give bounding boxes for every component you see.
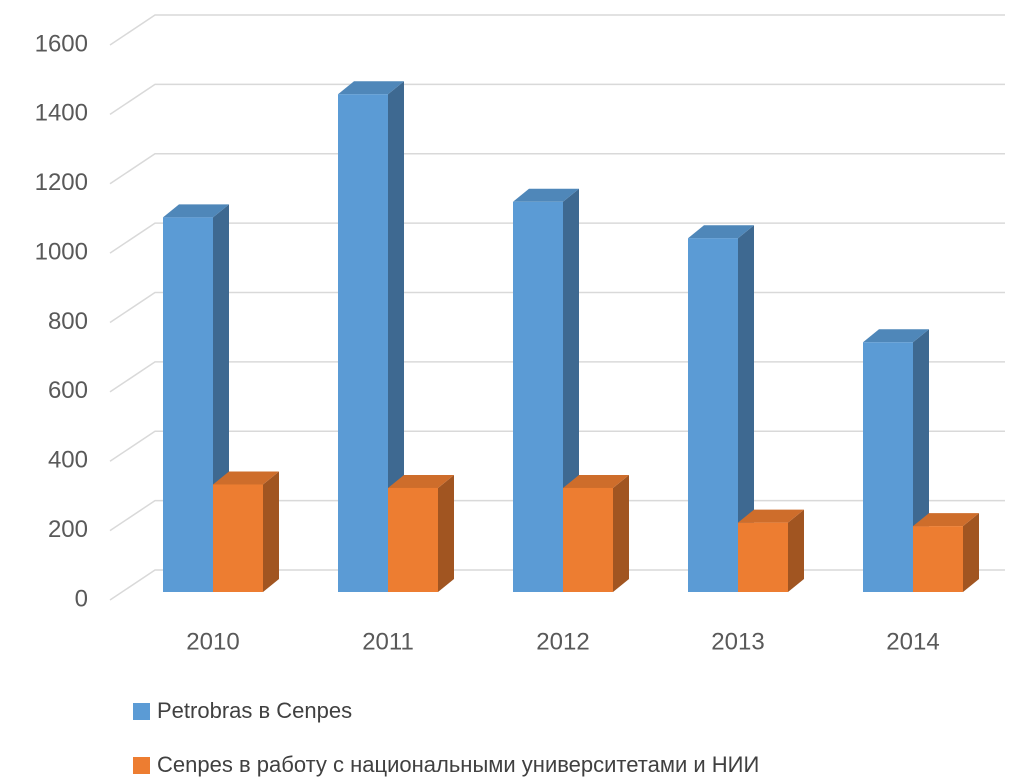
y-tick-label: 1600 [35, 30, 88, 57]
bar [688, 225, 754, 592]
y-tick-label: 1200 [35, 169, 88, 196]
bar-top [688, 225, 754, 239]
legend-swatch [133, 703, 150, 720]
bar-top [388, 474, 454, 488]
bar-front [563, 487, 613, 592]
grid-line [109, 83, 1005, 115]
bar-front [513, 201, 563, 592]
bar [213, 471, 279, 592]
grid-line [109, 153, 1005, 185]
bar-top [913, 513, 979, 527]
bar [563, 474, 629, 592]
legend-label: Petrobras в Cenpes [157, 698, 352, 723]
bar-front [863, 342, 913, 592]
y-tick-label: 1000 [35, 238, 88, 265]
bar [163, 204, 229, 592]
bar [388, 474, 454, 592]
bar-top [513, 188, 579, 202]
bar [338, 81, 404, 592]
legend-swatch [133, 757, 150, 774]
bar-front [338, 94, 388, 592]
bar-side [738, 225, 754, 592]
bar-top [563, 474, 629, 488]
x-tick-label: 2013 [711, 628, 764, 655]
bar [738, 509, 804, 592]
bar-side [613, 474, 629, 592]
bar-top [163, 204, 229, 218]
bar-side [788, 509, 804, 592]
y-tick-label: 0 [75, 585, 88, 612]
y-tick-label: 600 [48, 377, 88, 404]
x-tick-label: 2012 [536, 628, 589, 655]
bar-side [963, 513, 979, 592]
bar-side [438, 474, 454, 592]
grid-line [109, 14, 1005, 46]
y-tick-label: 400 [48, 447, 88, 474]
bar-front [213, 484, 263, 592]
bar-side [388, 81, 404, 592]
bar-front [688, 238, 738, 592]
bar-side [263, 471, 279, 592]
bar-front [913, 526, 963, 592]
bar-top [338, 81, 404, 95]
bar-top [213, 471, 279, 485]
bar-front [163, 217, 213, 592]
bar-front [738, 522, 788, 592]
x-tick-label: 2011 [362, 628, 414, 655]
bar-top [738, 509, 804, 523]
y-tick-label: 1400 [35, 100, 88, 127]
legend-label: Cenpes в работу с национальными универси… [157, 752, 759, 777]
grid-line [109, 222, 1005, 254]
y-tick-label: 800 [48, 308, 88, 335]
bar [913, 513, 979, 592]
bar-top [863, 329, 929, 343]
y-tick-label: 200 [48, 516, 88, 543]
x-tick-label: 2010 [186, 628, 239, 655]
x-tick-label: 2014 [886, 628, 939, 655]
bar-front [388, 487, 438, 592]
